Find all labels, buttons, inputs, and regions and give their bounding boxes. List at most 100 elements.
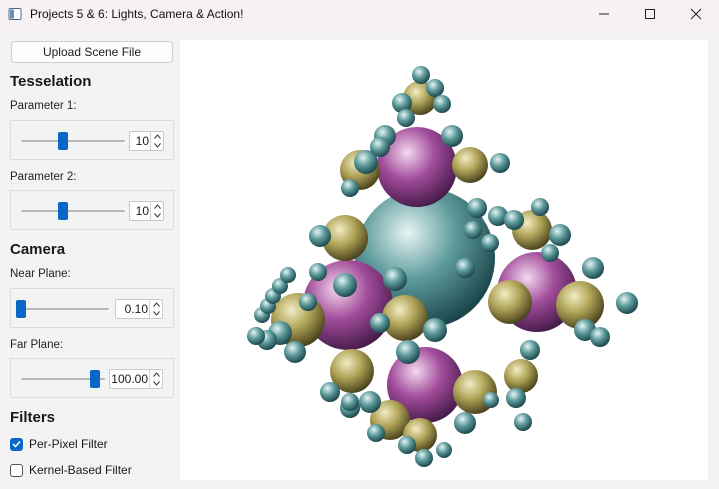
scene-sphere	[454, 412, 476, 434]
near-plane-value[interactable]: 0.10	[124, 302, 148, 316]
scene-sphere	[481, 234, 499, 252]
chevron-down-icon	[152, 381, 160, 386]
scene-sphere	[490, 153, 510, 173]
scene-sphere	[616, 292, 638, 314]
per-pixel-filter-label: Per-Pixel Filter	[29, 437, 108, 451]
scene-sphere	[590, 327, 610, 347]
scene-sphere	[272, 278, 288, 294]
maximize-icon	[645, 9, 655, 19]
window-title: Projects 5 & 6: Lights, Camera & Action!	[30, 7, 244, 21]
scene-sphere	[441, 125, 463, 147]
close-icon	[690, 8, 702, 20]
parameter2-spinbox[interactable]: 10	[129, 201, 164, 221]
near-plane-decrement[interactable]	[150, 309, 162, 318]
parameter1-label: Parameter 1:	[10, 100, 77, 112]
scene-sphere	[284, 341, 306, 363]
scene-sphere	[367, 424, 385, 442]
parameter2-slider-track[interactable]	[21, 210, 125, 212]
app-icon	[8, 8, 22, 20]
far-plane-increment[interactable]	[150, 370, 162, 379]
scene-sphere	[483, 392, 499, 408]
control-sidebar: Upload Scene File Tesselation Parameter …	[0, 28, 180, 489]
parameter1-slider-handle[interactable]	[58, 132, 69, 150]
chevron-down-icon	[152, 311, 160, 316]
per-pixel-checkbox-box[interactable]	[10, 437, 23, 451]
parameter2-slider-handle[interactable]	[58, 202, 69, 220]
parameter1-slider-track[interactable]	[21, 140, 125, 142]
scene-sphere	[341, 393, 359, 411]
scene-sphere	[504, 359, 538, 393]
scene-sphere	[370, 137, 390, 157]
parameter1-value[interactable]: 10	[135, 134, 149, 148]
parameter2-group: 10	[10, 190, 174, 230]
chevron-down-icon	[153, 213, 161, 218]
scene-sphere	[398, 436, 416, 454]
scene-sphere	[467, 198, 487, 218]
near-plane-increment[interactable]	[150, 300, 162, 309]
parameter1-group: 10	[10, 120, 174, 160]
scene-sphere	[488, 206, 508, 226]
scene-sphere	[433, 95, 451, 113]
near-plane-slider-handle[interactable]	[16, 300, 26, 318]
parameter2-value[interactable]: 10	[135, 204, 149, 218]
scene-sphere	[549, 224, 571, 246]
minimize-icon	[599, 13, 609, 15]
scene-sphere	[341, 179, 359, 197]
kernel-filter-label: Kernel-Based Filter	[29, 463, 132, 477]
scene-sphere	[392, 93, 412, 113]
checkmark-icon	[12, 440, 21, 448]
close-button[interactable]	[673, 0, 719, 28]
scene-sphere	[488, 280, 532, 324]
far-plane-value[interactable]: 100.00	[111, 372, 148, 386]
scene-sphere	[452, 147, 488, 183]
scene-sphere	[412, 66, 430, 84]
rendered-scene	[247, 66, 638, 467]
near-plane-spinbox[interactable]: 0.10	[115, 299, 163, 319]
chevron-up-icon	[153, 204, 161, 209]
scene-sphere	[382, 295, 428, 341]
scene-sphere	[504, 210, 524, 230]
parameter2-label: Parameter 2:	[10, 171, 77, 183]
scene-sphere	[333, 273, 357, 297]
maximize-button[interactable]	[627, 0, 673, 28]
scene-sphere	[299, 293, 317, 311]
scene-sphere	[426, 79, 444, 97]
far-plane-slider-handle[interactable]	[90, 370, 100, 388]
scene-sphere	[531, 198, 549, 216]
minimize-button[interactable]	[581, 0, 627, 28]
camera-heading: Camera	[10, 241, 66, 258]
scene-sphere	[359, 391, 381, 413]
scene-sphere	[396, 340, 420, 364]
scene-sphere	[541, 244, 559, 262]
far-plane-slider-track[interactable]	[21, 378, 105, 380]
scene-sphere	[387, 347, 463, 423]
per-pixel-filter-checkbox[interactable]: Per-Pixel Filter	[10, 437, 108, 451]
upload-scene-button[interactable]: Upload Scene File	[11, 41, 173, 63]
scene-sphere	[464, 221, 482, 239]
title-bar: Projects 5 & 6: Lights, Camera & Action!	[0, 0, 719, 28]
scene-viewport[interactable]	[180, 40, 708, 480]
parameter2-increment[interactable]	[151, 202, 163, 211]
chevron-up-icon	[152, 302, 160, 307]
scene-sphere	[397, 109, 415, 127]
scene-sphere	[582, 257, 604, 279]
scene-sphere	[320, 382, 340, 402]
scene-sphere	[370, 313, 390, 333]
scene-sphere	[415, 449, 433, 467]
far-plane-decrement[interactable]	[150, 379, 162, 388]
kernel-filter-checkbox[interactable]: Kernel-Based Filter	[10, 463, 132, 477]
scene-sphere	[383, 267, 407, 291]
scene-sphere	[309, 225, 331, 247]
far-plane-group: 100.00	[10, 358, 174, 398]
far-plane-spinbox[interactable]: 100.00	[109, 369, 163, 389]
near-plane-group: 0.10	[10, 288, 174, 328]
parameter1-spinbox[interactable]: 10	[129, 131, 164, 151]
parameter2-decrement[interactable]	[151, 211, 163, 220]
scene-sphere	[330, 349, 374, 393]
near-plane-slider-track[interactable]	[21, 308, 109, 310]
scene-sphere	[436, 442, 452, 458]
scene-sphere	[556, 281, 604, 329]
parameter1-increment[interactable]	[151, 132, 163, 141]
kernel-checkbox-box[interactable]	[10, 463, 23, 477]
parameter1-decrement[interactable]	[151, 141, 163, 150]
